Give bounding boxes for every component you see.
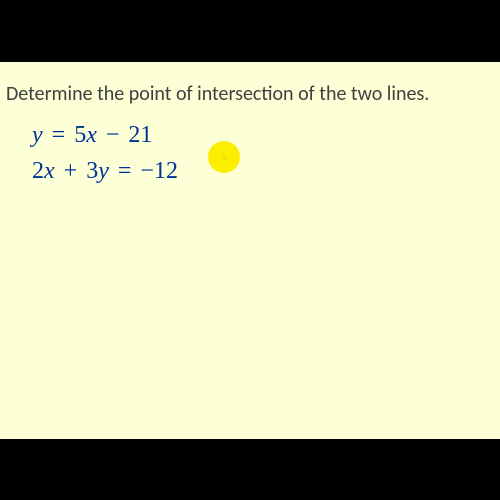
cursor-dot-icon xyxy=(222,155,227,160)
cursor-highlight-icon xyxy=(208,141,240,173)
eq2-const: 12 xyxy=(154,158,178,184)
eq2-plus: + xyxy=(61,158,81,184)
equation-1: y = 5x − 21 xyxy=(32,122,152,149)
eq1-equals: = xyxy=(49,122,69,148)
eq1-var-y: y xyxy=(32,122,43,148)
equation-2: 2x + 3y = −12 xyxy=(32,158,178,185)
eq1-coef: 5 xyxy=(74,122,86,148)
eq2-coef1: 2 xyxy=(32,158,44,184)
eq2-var-x: x xyxy=(44,158,55,184)
eq2-neg: − xyxy=(140,158,154,184)
problem-prompt: Determine the point of intersection of t… xyxy=(6,82,429,106)
eq2-equals: = xyxy=(115,158,135,184)
eq1-minus: − xyxy=(103,122,123,148)
eq1-const: 21 xyxy=(128,122,152,148)
math-slide: Determine the point of intersection of t… xyxy=(0,62,500,439)
eq2-var-y: y xyxy=(98,158,109,184)
eq1-var-x: x xyxy=(86,122,97,148)
eq2-coef2: 3 xyxy=(86,158,98,184)
